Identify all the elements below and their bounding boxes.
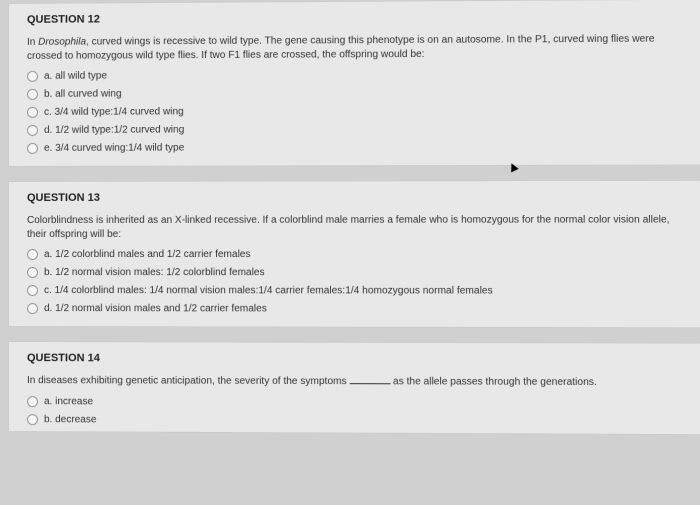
radio-icon[interactable] (27, 303, 38, 314)
option-d-text: d. 1/2 wild type:1/2 curved wing (44, 124, 184, 135)
option-b-text: b. decrease (44, 414, 96, 425)
question-12-options: a. all wild type b. all curved wing c. 3… (27, 68, 684, 154)
radio-icon[interactable] (27, 107, 38, 118)
option-e-text: e. 3/4 curved wing:1/4 wild type (44, 143, 184, 154)
radio-icon[interactable] (27, 414, 38, 425)
option-row[interactable]: e. 3/4 curved wing:1/4 wild type (27, 141, 684, 154)
q14-text-before: In diseases exhibiting genetic anticipat… (27, 375, 349, 387)
option-a-text: a. all wild type (44, 71, 107, 82)
option-row[interactable]: b. 1/2 normal vision males: 1/2 colorbli… (27, 267, 684, 278)
radio-icon[interactable] (27, 267, 38, 278)
option-row[interactable]: d. 1/2 wild type:1/2 curved wing (27, 123, 684, 136)
question-13-block: QUESTION 13 Colorblindness is inherited … (8, 180, 700, 329)
q12-text-italic: Drosophila (38, 37, 86, 48)
radio-icon[interactable] (27, 285, 38, 296)
radio-icon[interactable] (27, 125, 38, 136)
option-b-text: b. 1/2 normal vision males: 1/2 colorbli… (44, 267, 265, 278)
question-13-options: a. 1/2 colorblind males and 1/2 carrier … (27, 249, 684, 315)
option-a-text: a. increase (44, 396, 93, 407)
q12-text-prefix: In (27, 37, 38, 48)
option-row[interactable]: c. 3/4 wild type:1/4 curved wing (27, 105, 684, 118)
option-row[interactable]: a. 1/2 colorblind males and 1/2 carrier … (27, 249, 684, 260)
question-14-text: In diseases exhibiting genetic anticipat… (27, 374, 684, 390)
option-d-text: d. 1/2 normal vision males and 1/2 carri… (44, 303, 267, 314)
question-14-block: QUESTION 14 In diseases exhibiting genet… (8, 341, 700, 435)
question-13-header: QUESTION 13 (27, 191, 684, 204)
question-13-text: Colorblindness is inherited as an X-link… (27, 213, 684, 241)
question-14-options: a. increase b. decrease (27, 396, 684, 428)
option-row[interactable]: a. increase (27, 396, 684, 410)
option-row[interactable]: b. all curved wing (27, 86, 684, 100)
question-14-header: QUESTION 14 (27, 352, 684, 366)
question-12-block: QUESTION 12 In Drosophila, curved wings … (8, 0, 700, 167)
option-b-text: b. all curved wing (44, 89, 122, 100)
blank-line (349, 383, 390, 384)
option-c-text: c. 3/4 wild type:1/4 curved wing (44, 106, 184, 118)
question-12-header: QUESTION 12 (27, 10, 684, 26)
radio-icon[interactable] (27, 396, 38, 407)
option-row[interactable]: c. 1/4 colorblind males: 1/4 normal visi… (27, 285, 684, 297)
option-a-text: a. 1/2 colorblind males and 1/2 carrier … (44, 249, 250, 260)
radio-icon[interactable] (27, 143, 38, 154)
option-row[interactable]: a. all wild type (27, 68, 684, 82)
radio-icon[interactable] (27, 89, 38, 100)
question-12-text: In Drosophila, curved wings is recessive… (27, 32, 684, 63)
option-row[interactable]: b. decrease (27, 414, 684, 428)
option-c-text: c. 1/4 colorblind males: 1/4 normal visi… (44, 285, 493, 297)
option-row[interactable]: d. 1/2 normal vision males and 1/2 carri… (27, 303, 684, 315)
q12-text-rest: , curved wings is recessive to wild type… (27, 34, 655, 62)
radio-icon[interactable] (27, 71, 38, 82)
q14-text-after: as the allele passes through the generat… (390, 376, 597, 388)
radio-icon[interactable] (27, 249, 38, 260)
